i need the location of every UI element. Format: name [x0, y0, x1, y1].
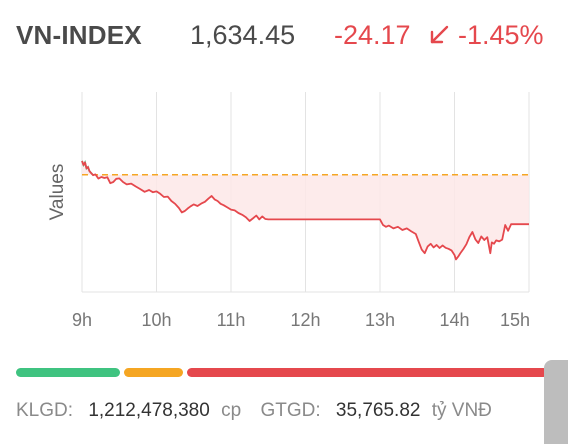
x-axis-ticks: 9h 10h 11h 12h 13h 14h 15h [72, 310, 530, 330]
x-tick-label: 14h [439, 310, 469, 330]
x-tick-label: 12h [290, 310, 320, 330]
index-name: VN-INDEX [16, 20, 142, 50]
arrow-down-left-icon [430, 25, 449, 44]
gtgd-value: 35,765.82 [335, 400, 421, 421]
trading-summary: KLGD: 1,212,478,380 cp GTGD: 35,765.82 t… [16, 400, 492, 422]
area-fill [82, 161, 529, 260]
klgd-value: 1,212,478,380 [88, 400, 210, 421]
x-tick-label: 10h [141, 310, 171, 330]
klgd-unit: cp [221, 400, 242, 421]
breadth-segment [16, 368, 120, 377]
x-tick-label: 9h [72, 310, 92, 330]
x-tick-label: 13h [365, 310, 395, 330]
x-tick-label: 11h [217, 310, 246, 330]
y-axis-label: Values [47, 164, 68, 221]
index-value: 1,634.45 [190, 20, 296, 50]
breadth-segment [186, 368, 548, 377]
intraday-chart: 9h 10h 11h 12h 13h 14h 15h Values [47, 92, 530, 330]
x-tick-label: 15h [500, 310, 530, 330]
index-change: -24.17 [334, 20, 411, 50]
gtgd-unit: tỷ VNĐ [431, 400, 492, 421]
breadth-segment [123, 368, 183, 377]
scrollbar-thumb[interactable] [544, 360, 568, 444]
price-line [81, 160, 529, 261]
klgd-label: KLGD: [16, 400, 74, 421]
gtgd-label: GTGD: [260, 400, 321, 421]
index-change-percent: -1.45% [458, 20, 544, 50]
index-header: VN-INDEX 1,634.45 -24.17 -1.45% [16, 14, 568, 58]
